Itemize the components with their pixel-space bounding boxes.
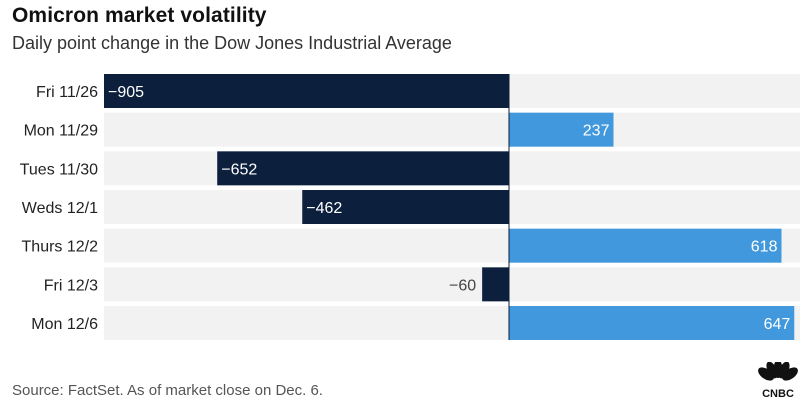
- source-note: Source: FactSet. As of market close on D…: [12, 382, 323, 399]
- bar-4: [509, 228, 782, 263]
- data-label: −462: [306, 200, 342, 217]
- logo-wordmark: CNBC: [762, 388, 794, 400]
- category-label: Fri 12/3: [44, 277, 98, 294]
- row-background: [104, 112, 800, 147]
- bar-1: [509, 112, 614, 147]
- page-subtitle: Daily point change in the Dow Jones Indu…: [12, 33, 452, 53]
- data-label: 647: [764, 316, 791, 333]
- data-label: 618: [751, 239, 778, 256]
- category-label: Fri 11/26: [36, 84, 98, 101]
- bar-5: [482, 267, 509, 302]
- category-label: Mon 11/29: [24, 123, 99, 140]
- bar-6: [509, 306, 795, 341]
- cnbc-peacock-logo: CNBC: [758, 362, 798, 400]
- category-label: Thurs 12/2: [22, 239, 99, 256]
- data-label: −905: [108, 84, 144, 101]
- bar-3: [302, 190, 509, 225]
- category-label: Mon 12/6: [31, 316, 98, 333]
- category-label: Weds 12/1: [22, 200, 98, 217]
- data-label: −60: [449, 277, 476, 294]
- data-label: 237: [583, 123, 610, 140]
- bar-2: [217, 151, 509, 186]
- data-label: −652: [221, 161, 257, 178]
- category-label: Tues 11/30: [20, 161, 98, 178]
- row-background: [104, 267, 800, 302]
- page-title: Omicron market volatility: [12, 4, 267, 27]
- bar-0: [104, 74, 509, 108]
